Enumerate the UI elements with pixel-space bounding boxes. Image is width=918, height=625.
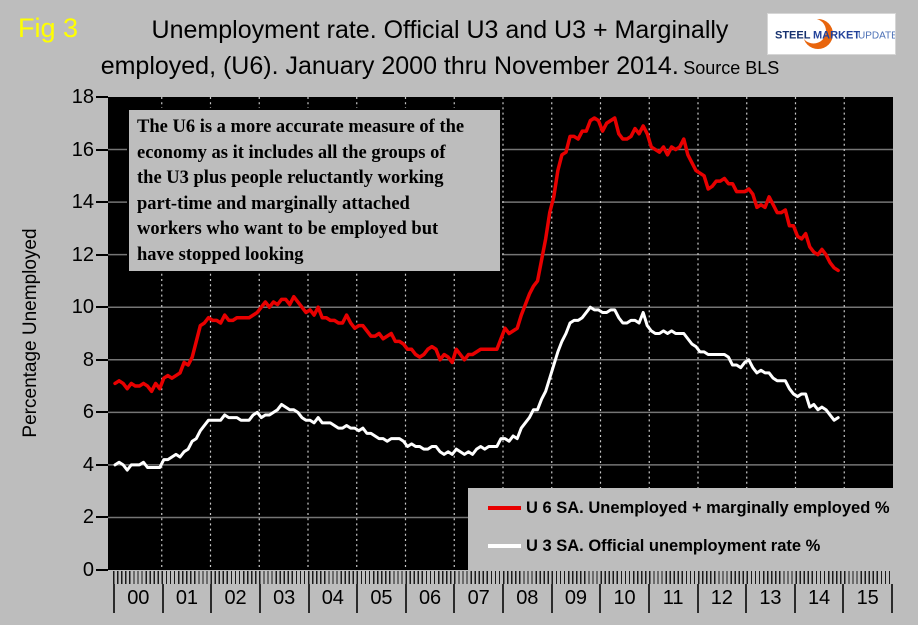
x-year-label: 05	[358, 584, 407, 613]
y-tick-label: 10	[71, 296, 94, 319]
figure-label: Fig 3	[18, 13, 79, 43]
x-year-label: 03	[261, 584, 310, 613]
u6-line-swatch-icon	[488, 506, 521, 510]
chart-title-line2-wrap: employed, (U6). January 2000 thru Novemb…	[80, 48, 800, 88]
y-tick-label: 8	[82, 348, 94, 371]
chart-title-line1: Unemployment rate. Official U3 and U3 + …	[151, 16, 729, 44]
y-tick-mark	[96, 516, 108, 519]
y-tick-label: 12	[71, 243, 94, 266]
steel-market-update-logo: STEEL MARKET UPDATE	[768, 14, 895, 54]
x-year-label: 01	[164, 584, 213, 613]
logo-graphic: STEEL MARKET UPDATE	[775, 18, 895, 49]
y-tick-mark	[96, 253, 108, 256]
chart-title: Unemployment rate. Official U3 and U3 + …	[80, 12, 800, 88]
x-year-label: 09	[553, 584, 602, 613]
x-axis-minor-ticks	[113, 571, 893, 584]
logo-word-steel: STEEL	[775, 30, 811, 42]
y-tick-label: 16	[71, 138, 94, 161]
y-tick-mark	[96, 148, 108, 151]
x-year-label: 06	[407, 584, 456, 613]
y-tick-mark	[96, 306, 108, 309]
y-tick-label: 14	[71, 191, 94, 214]
legend-label-u6: U 6 SA. Unemployed + marginally employed…	[526, 498, 890, 517]
legend-item-u6: U 6 SA. Unemployed + marginally employed…	[468, 497, 893, 519]
legend-label-u3: U 3 SA. Official unemployment rate %	[526, 536, 821, 555]
y-tick-mark	[96, 358, 108, 361]
logo-word-market: MARKET	[813, 30, 860, 42]
y-tick-label: 6	[82, 401, 94, 424]
x-year-label: 15	[844, 584, 893, 613]
u6-data-line	[113, 116, 840, 394]
y-tick-label: 18	[71, 86, 94, 108]
plot-area: The U6 is a more accurate measure of the…	[108, 97, 893, 570]
x-year-label: 04	[310, 584, 359, 613]
x-year-label: 12	[699, 584, 748, 613]
x-year-label: 00	[113, 584, 164, 613]
u3-data-line	[113, 305, 840, 472]
x-year-label: 08	[504, 584, 553, 613]
x-year-label: 11	[650, 584, 699, 613]
x-year-label: 10	[601, 584, 650, 613]
x-axis-year-labels: 00 01 02 03 04 05 06 07 08 09 10 11 12 13 14 15	[113, 584, 893, 613]
x-year-label: 02	[212, 584, 261, 613]
y-tick-mark	[96, 569, 108, 571]
y-axis-title: Percentage Unemployed	[20, 228, 41, 438]
legend: U 6 SA. Unemployed + marginally employed…	[468, 488, 893, 570]
y-tick-label: 2	[82, 506, 94, 529]
logo-word-update: UPDATE	[858, 31, 895, 42]
legend-item-u3: U 3 SA. Official unemployment rate %	[468, 535, 893, 557]
y-tick-mark	[96, 411, 108, 414]
chart-title-line2: employed, (U6). January 2000 thru Novemb…	[100, 52, 679, 80]
y-tick-label: 0	[82, 559, 94, 581]
annotation-box: The U6 is a more accurate measure of the…	[127, 108, 502, 273]
y-tick-mark	[96, 201, 108, 204]
y-tick-label: 4	[82, 453, 94, 476]
x-year-label: 07	[455, 584, 504, 613]
x-year-label: 14	[796, 584, 845, 613]
y-tick-mark	[96, 96, 108, 98]
u3-line-swatch-icon	[488, 544, 521, 548]
chart-title-source: Source BLS	[683, 58, 780, 78]
x-year-label: 13	[747, 584, 796, 613]
y-tick-mark	[96, 463, 108, 466]
